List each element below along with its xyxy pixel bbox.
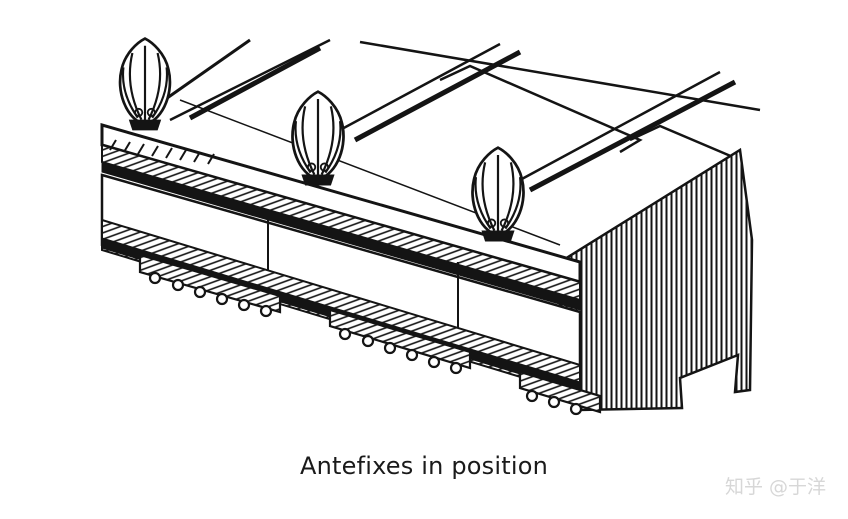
antefix-left <box>118 37 172 132</box>
modillions <box>138 253 602 416</box>
antefixes-engraving <box>100 37 761 416</box>
end-face <box>558 147 754 412</box>
figure-caption: Antefixes in position <box>299 452 549 480</box>
antefix-center <box>291 90 345 187</box>
watermark: 知乎 @于洋 <box>724 476 826 498</box>
roof-tile-ridges <box>149 38 761 246</box>
